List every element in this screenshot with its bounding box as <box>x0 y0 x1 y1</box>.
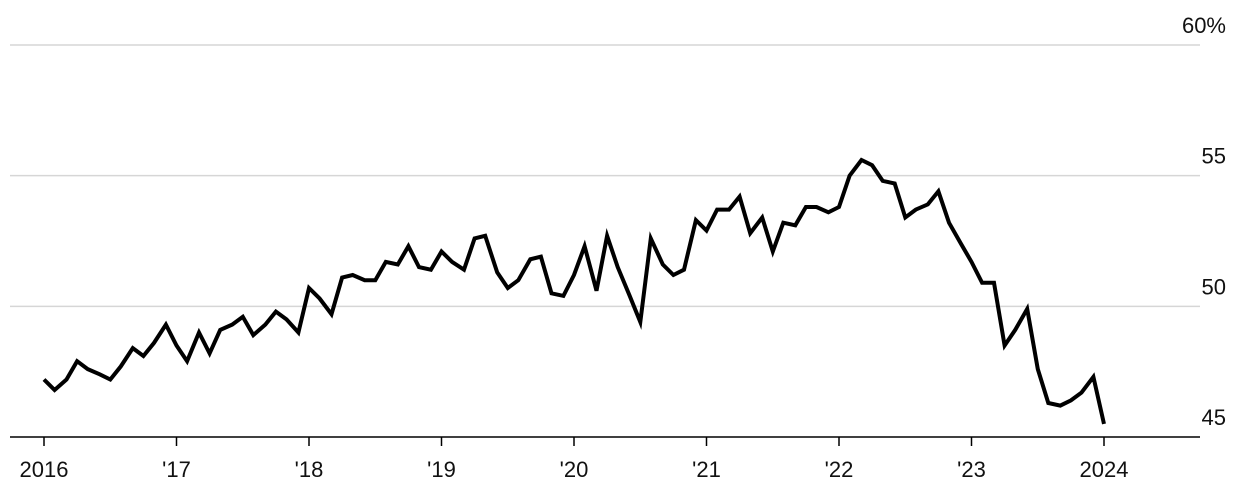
x-tick-label-2023: '23 <box>957 457 986 482</box>
series-layer <box>42 157 1106 425</box>
label-layer: 45 50 55 60% 2016 '17 '18 '19 '20 '21 '22 '23 2024 <box>20 13 1226 482</box>
y-tick-label-55: 55 <box>1202 144 1226 169</box>
grid-layer <box>10 44 1200 308</box>
x-tick-label-2017: '17 <box>162 457 191 482</box>
y-tick-label-60: 60% <box>1182 13 1226 38</box>
x-tick-label-2019: '19 <box>427 457 456 482</box>
series-line-0 <box>42 157 1106 425</box>
x-tick-label-2021: '21 <box>692 457 721 482</box>
x-tick-label-2022: '22 <box>825 457 854 482</box>
axis-layer <box>10 436 1200 446</box>
x-tick-label-2024: 2024 <box>1080 457 1129 482</box>
x-tick-label-2020: '20 <box>560 457 589 482</box>
x-tick-label-2018: '18 <box>295 457 324 482</box>
y-tick-label-50: 50 <box>1202 274 1226 299</box>
y-tick-label-45: 45 <box>1202 405 1226 430</box>
x-tick-label-2016: 2016 <box>20 457 69 482</box>
